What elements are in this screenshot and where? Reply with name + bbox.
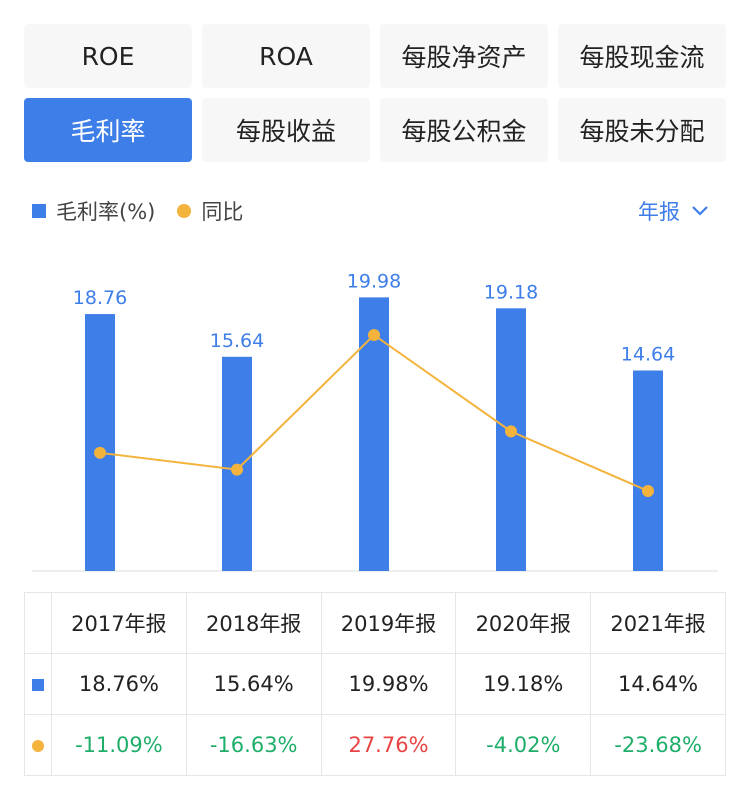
- table-cell: 14.64%: [590, 653, 726, 715]
- bar: [633, 370, 663, 571]
- table-header: 2019年报: [320, 592, 457, 654]
- tab-cashflow-per-share[interactable]: 每股现金流: [558, 24, 726, 88]
- bar-value-label: 14.64: [621, 344, 675, 366]
- table-cell: 19.98%: [320, 653, 457, 715]
- row-marker: [24, 714, 52, 776]
- table-cell: 18.76%: [51, 653, 187, 715]
- table-cell: -11.09%: [51, 714, 187, 776]
- yoy-point: [94, 446, 106, 459]
- chevron-down-icon: [692, 206, 708, 216]
- table-cell: 27.76%: [320, 714, 457, 776]
- table-header: 2020年报: [455, 592, 592, 654]
- tab-roa[interactable]: ROA: [202, 24, 370, 88]
- dot-marker-icon: [32, 740, 44, 752]
- table-header-row: 2017年报 2018年报 2019年报 2020年报 2021年报: [24, 592, 726, 654]
- table-row-yoy: -11.09% -16.63% 27.76% -4.02% -23.68%: [24, 714, 726, 776]
- table-cell: -4.02%: [455, 714, 592, 776]
- bar-marker-icon: [32, 679, 44, 691]
- table-header: 2017年报: [51, 592, 187, 654]
- yoy-point: [368, 329, 380, 341]
- tab-reserve-per-share[interactable]: 每股公积金: [380, 98, 548, 162]
- legend-line-marker: [177, 204, 192, 218]
- table-cell: -16.63%: [185, 714, 322, 776]
- tab-undistributed-per-share[interactable]: 每股未分配: [558, 98, 726, 162]
- table-corner: [24, 592, 52, 654]
- tab-eps[interactable]: 每股收益: [202, 98, 370, 162]
- legend-bar-marker: [32, 204, 46, 218]
- gross-margin-chart: 18.76 15.64 19.98 19.18 14.64: [32, 270, 718, 572]
- period-selector[interactable]: 年报: [638, 196, 710, 226]
- tab-net-assets-per-share[interactable]: 每股净资产: [380, 24, 548, 88]
- bar-value-label: 19.98: [347, 270, 401, 292]
- legend-line-label: 同比: [201, 200, 244, 224]
- bar: [496, 308, 526, 571]
- bar-value-label: 15.64: [210, 330, 264, 352]
- yoy-point: [642, 485, 654, 497]
- tab-roe[interactable]: ROE: [24, 24, 192, 88]
- chart-legend: 毛利率(%) 同比: [32, 196, 243, 226]
- table-cell: 15.64%: [185, 653, 322, 715]
- period-label: 年报: [638, 200, 680, 224]
- table-header: 2021年报: [590, 592, 726, 654]
- legend-bar-label: 毛利率(%): [56, 200, 156, 224]
- tab-gross-margin[interactable]: 毛利率: [24, 98, 192, 162]
- bar-value-label: 19.18: [484, 281, 538, 303]
- table-header: 2018年报: [185, 592, 322, 654]
- table-row-gross-margin: 18.76% 15.64% 19.98% 19.18% 14.64%: [24, 653, 726, 715]
- yoy-point: [231, 463, 243, 476]
- bar: [85, 314, 115, 571]
- row-marker: [24, 653, 52, 715]
- yoy-point: [505, 425, 517, 438]
- table-cell: -23.68%: [590, 714, 726, 776]
- data-table: 2017年报 2018年报 2019年报 2020年报 2021年报 18.76…: [24, 592, 726, 776]
- bar-value-label: 18.76: [73, 287, 127, 309]
- table-cell: 19.18%: [455, 653, 592, 715]
